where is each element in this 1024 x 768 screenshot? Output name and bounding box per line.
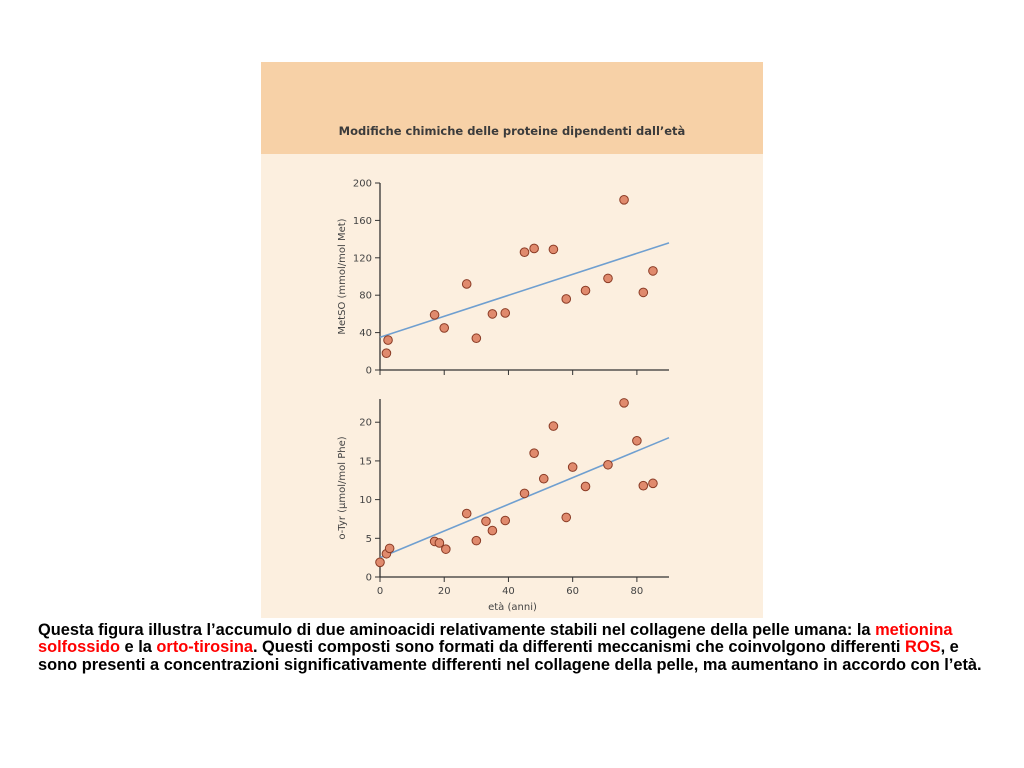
caption-part-4: , e sono presenti a concentrazioni signi… (38, 638, 982, 674)
otyr-data-point (548, 421, 559, 431)
otyr-y-tick-label: 15 (359, 456, 372, 467)
metso-y-tick-label: 200 (353, 179, 372, 190)
otyr-data-point (461, 508, 472, 519)
otyr-data-point (471, 535, 482, 546)
metso-data-point (429, 310, 440, 320)
caption-term-ros: ROS (905, 638, 941, 657)
metso-y-tick-label: 0 (366, 366, 372, 377)
metso-data-point (471, 333, 482, 344)
otyr-y-tick-label: 0 (366, 573, 372, 584)
metso-data-point (461, 279, 472, 289)
metso-y-tick-label: 160 (353, 216, 372, 227)
metso-data-point (619, 195, 629, 205)
caption-part-3: . Questi composti sono formati da differ… (252, 638, 906, 657)
otyr-x-axis-label: età (anni) (488, 601, 537, 613)
otyr-x-tick-label: 80 (631, 586, 644, 597)
metso-y-tick-label: 80 (359, 291, 372, 302)
otyr-data-point (375, 557, 385, 568)
metso-data-point (561, 294, 572, 304)
otyr-y-axis-label: o-Tyr (µmol/mol Phe) (337, 436, 348, 539)
metso-data-point (603, 273, 613, 284)
otyr-data-point (529, 448, 539, 458)
figure-panel: Modifiche chimiche delle proteine dipend… (261, 62, 763, 618)
otyr-x-tick-label: 20 (438, 586, 451, 597)
otyr-y-tick-label: 5 (366, 534, 372, 545)
metso-data-point (638, 287, 649, 298)
otyr-data-point (632, 435, 642, 446)
caption-term-metionina: metionina solfossido (38, 621, 953, 657)
otyr-data-point (567, 462, 578, 472)
figure-title: Modifiche chimiche delle proteine dipend… (338, 124, 686, 138)
metso-data-point (548, 244, 559, 255)
metso-data-point (381, 348, 392, 358)
metso-y-tick-label: 40 (359, 328, 372, 339)
otyr-data-point (638, 480, 649, 491)
otyr-data-point (561, 512, 572, 523)
otyr-data-point (487, 525, 498, 536)
otyr-x-tick-label: 0 (377, 586, 383, 597)
metso-data-point (580, 285, 591, 296)
metso-data-point (500, 308, 511, 318)
metso-trendline (379, 242, 670, 339)
otyr-data-point (481, 516, 491, 527)
caption-part-2: e la (119, 638, 157, 657)
metso-data-point (439, 323, 450, 333)
otyr-x-tick-label: 40 (502, 586, 515, 597)
otyr-data-point (538, 473, 549, 484)
caption-term-orto-tirosina: orto-tirosina (156, 638, 253, 657)
otyr-data-point (384, 543, 395, 554)
otyr-x-tick-label: 60 (566, 586, 579, 597)
otyr-data-point (519, 488, 530, 499)
metso-data-point (529, 243, 539, 254)
otyr-y-tick-label: 20 (359, 418, 372, 429)
metso-data-point (487, 309, 498, 319)
figure-caption: Questa figura illustra l’accumulo di due… (38, 621, 988, 674)
otyr-data-point (648, 478, 658, 489)
metso-data-point (383, 335, 393, 345)
otyr-data-point (441, 544, 451, 554)
figure-header (261, 62, 763, 154)
metso-y-axis-label: MetSO (mmol/mol Met) (337, 218, 348, 334)
otyr-data-point (580, 481, 591, 492)
otyr-data-point (500, 515, 511, 526)
metso-data-point (648, 266, 658, 276)
otyr-data-point (434, 538, 445, 548)
metso-data-point (519, 247, 530, 257)
metso-y-tick-label: 120 (353, 253, 372, 264)
otyr-y-tick-label: 10 (359, 495, 372, 506)
caption-part-1: Questa figura illustra l’accumulo di due… (38, 621, 876, 639)
otyr-data-point (619, 398, 629, 408)
otyr-data-point (603, 459, 613, 470)
